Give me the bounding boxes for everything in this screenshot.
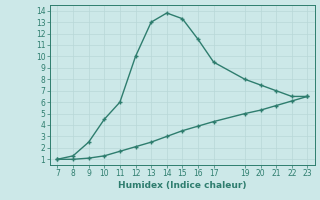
X-axis label: Humidex (Indice chaleur): Humidex (Indice chaleur) (118, 181, 247, 190)
